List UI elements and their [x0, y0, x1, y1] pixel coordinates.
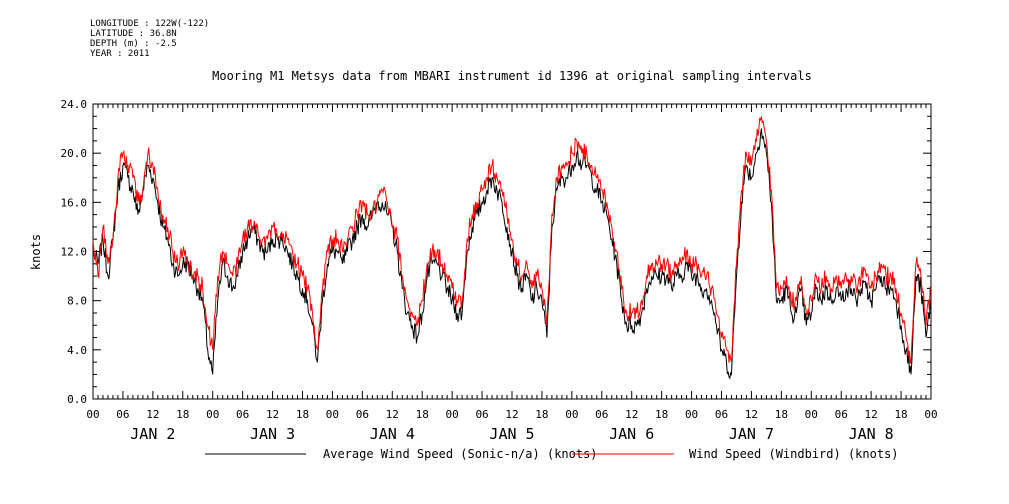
x-tick-label: 00 [86, 408, 99, 421]
y-tick-label: 24.0 [61, 98, 88, 111]
legend: Average Wind Speed (Sonic-n/a) (knots) W… [205, 447, 899, 461]
x-tick-label: 12 [266, 408, 279, 421]
y-axis: 0.0 4.0 8.0 12.0 16.0 20.0 24.0 [61, 98, 931, 406]
x-tick-label: 18 [775, 408, 788, 421]
x-tick-label: 06 [715, 408, 728, 421]
y-tick-label: 12.0 [61, 246, 88, 259]
x-axis: 00 06 12 18 00 06 12 18 00 06 12 18 00 06 12 18 00 06 12 18… [86, 104, 938, 443]
station-metadata: LONGITUDE : 122W(-122) LATITUDE : 36.8N … [90, 19, 209, 59]
x-tick-label: 06 [236, 408, 249, 421]
x-tick-label: 00 [446, 408, 459, 421]
x-tick-label: 06 [116, 408, 129, 421]
x-tick-label: 00 [565, 408, 578, 421]
x-day-label: JAN 8 [849, 425, 894, 443]
series-line-average-wind-speed [92, 128, 932, 380]
x-tick-label: 18 [296, 408, 309, 421]
x-tick-label: 00 [326, 408, 339, 421]
x-tick-label: 00 [685, 408, 698, 421]
year-label: YEAR : 2011 [90, 49, 150, 59]
x-tick-label: 06 [595, 408, 608, 421]
x-day-label: JAN 6 [609, 425, 654, 443]
x-tick-label: 12 [386, 408, 399, 421]
series-line-windbird-wind-speed [92, 116, 932, 365]
x-tick-label: 12 [625, 408, 638, 421]
x-tick-label: 00 [924, 408, 937, 421]
depth-label: DEPTH (m) : -2.5 [90, 39, 177, 49]
x-day-label: JAN 4 [370, 425, 415, 443]
x-tick-label: 00 [206, 408, 219, 421]
latitude-label: LATITUDE : 36.8N [90, 29, 177, 39]
legend-label-windbird: Wind Speed (Windbird) (knots) [689, 447, 899, 461]
x-tick-label: 18 [655, 408, 668, 421]
y-axis-label: knots [29, 234, 43, 270]
legend-label-average: Average Wind Speed (Sonic-n/a) (knots) [323, 447, 598, 461]
y-tick-label: 8.0 [67, 295, 87, 308]
x-day-label: JAN 7 [729, 425, 774, 443]
x-day-label: JAN 5 [489, 425, 534, 443]
y-tick-label: 4.0 [67, 344, 87, 357]
x-tick-label: 00 [805, 408, 818, 421]
longitude-label: LONGITUDE : 122W(-122) [90, 19, 210, 29]
x-tick-label: 06 [475, 408, 488, 421]
y-tick-label: 16.0 [61, 196, 88, 209]
x-tick-label: 06 [835, 408, 848, 421]
x-tick-label: 12 [146, 408, 159, 421]
x-tick-label: 12 [745, 408, 758, 421]
x-tick-label: 12 [865, 408, 878, 421]
chart-title: Mooring M1 Metsys data from MBARI instru… [212, 69, 812, 83]
series-lines [92, 116, 932, 380]
x-tick-label: 18 [535, 408, 548, 421]
x-tick-label: 18 [894, 408, 907, 421]
x-tick-label: 18 [176, 408, 189, 421]
x-tick-label: 12 [505, 408, 518, 421]
y-tick-label: 20.0 [61, 147, 88, 160]
x-day-label: JAN 2 [130, 425, 175, 443]
x-tick-label: 06 [356, 408, 369, 421]
x-tick-label: 18 [416, 408, 429, 421]
y-tick-label: 0.0 [67, 393, 87, 406]
x-day-label: JAN 3 [250, 425, 295, 443]
